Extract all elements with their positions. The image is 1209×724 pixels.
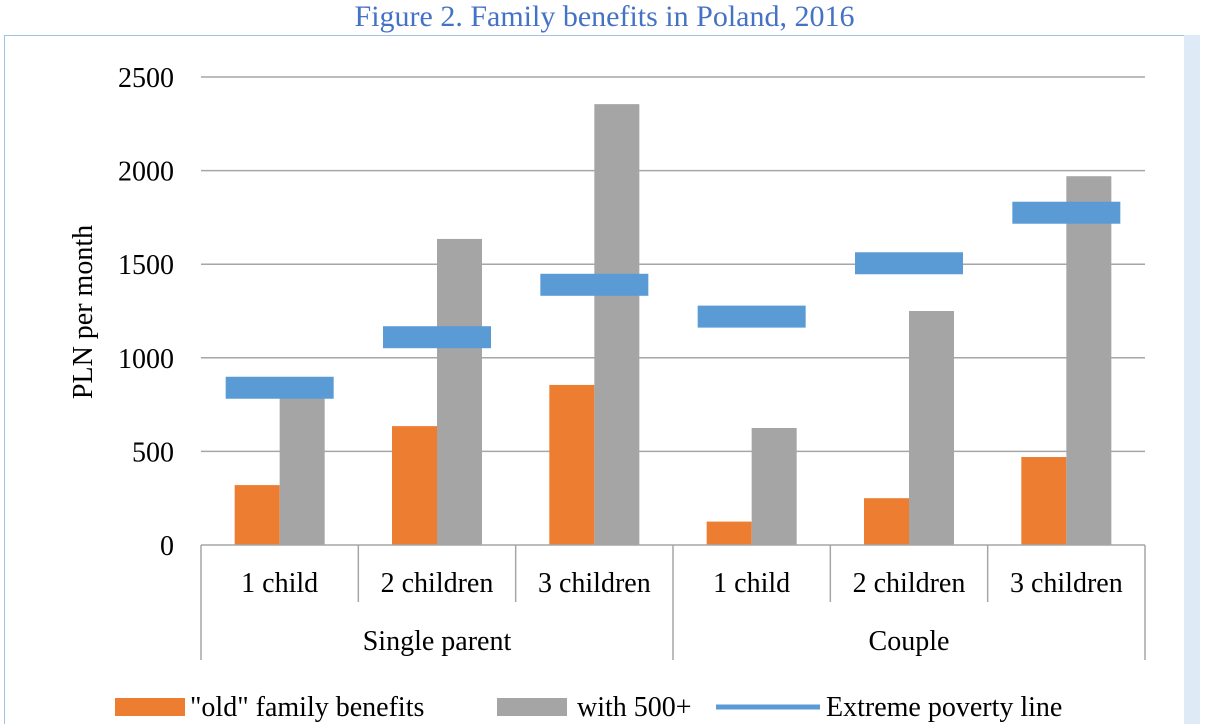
with-500-bar bbox=[279, 391, 325, 545]
y-tick-label: 2000 bbox=[118, 157, 174, 188]
legend-label: "old" family benefits bbox=[190, 692, 424, 723]
y-tick-label: 1500 bbox=[118, 250, 174, 281]
with-500-bar bbox=[909, 311, 954, 545]
legend-label: with 500+ bbox=[577, 692, 692, 723]
y-axis-label: PLN per month bbox=[68, 225, 99, 399]
poverty-line-marker bbox=[540, 273, 649, 296]
legend: "old" family benefits with 500+ Extreme po… bbox=[115, 692, 1062, 723]
x-category-label: 2 children bbox=[853, 568, 966, 599]
poverty-line-marker bbox=[855, 252, 963, 275]
bars bbox=[234, 104, 1112, 546]
frame-right-band bbox=[1184, 35, 1200, 724]
with-500-bar bbox=[1066, 176, 1112, 545]
y-tick-label: 0 bbox=[160, 531, 174, 562]
y-tick-label: 500 bbox=[132, 437, 174, 468]
poverty-line-marker bbox=[225, 376, 334, 399]
legend-label: Extreme poverty line bbox=[826, 692, 1062, 723]
poverty-line-marker bbox=[383, 326, 491, 349]
old-benefits-bar bbox=[864, 498, 909, 545]
poverty-line-marker bbox=[1012, 201, 1121, 224]
old-benefits-bar bbox=[549, 384, 595, 545]
frame-left-border bbox=[4, 35, 5, 724]
x-category-label: 1 child bbox=[713, 568, 790, 599]
figure-title: Figure 2. Family benefits in Poland, 201… bbox=[354, 0, 855, 33]
x-axis bbox=[200, 544, 1146, 660]
old-benefits-bar bbox=[706, 521, 752, 545]
y-axis-ticks: 0 500 1000 1500 2000 2500 bbox=[118, 63, 174, 562]
old-benefits-bar bbox=[392, 426, 437, 545]
legend-swatch bbox=[497, 698, 567, 716]
x-category-label: 3 children bbox=[538, 568, 651, 599]
frame-top-border bbox=[4, 35, 1200, 36]
x-category-label: 3 children bbox=[1010, 568, 1123, 599]
with-500-bar bbox=[437, 238, 482, 546]
y-tick-label: 1000 bbox=[118, 344, 174, 375]
old-benefits-bar bbox=[234, 485, 280, 545]
x-category-label: 2 children bbox=[381, 568, 494, 599]
x-category-label: 1 child bbox=[241, 568, 318, 599]
old-benefits-bar bbox=[1021, 457, 1067, 545]
category-labels: 1 child 2 children 3 children 1 child 2 chil… bbox=[241, 568, 1123, 657]
x-group-label: Single parent bbox=[363, 626, 512, 657]
y-tick-label: 2500 bbox=[118, 63, 174, 94]
legend-swatch bbox=[115, 698, 185, 716]
poverty-line-marker bbox=[697, 305, 806, 328]
gridlines bbox=[201, 76, 1145, 453]
with-500-bar bbox=[594, 104, 640, 546]
with-500-bar bbox=[751, 428, 797, 545]
poverty-line-markers bbox=[225, 201, 1121, 399]
x-group-label: Couple bbox=[869, 626, 950, 657]
